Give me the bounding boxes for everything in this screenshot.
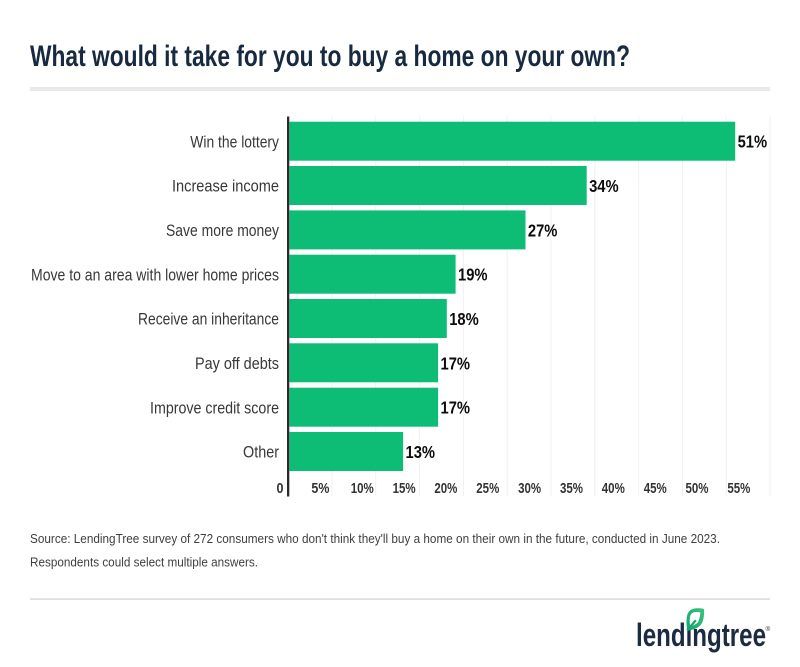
svg-text:13%: 13%: [406, 442, 436, 462]
svg-text:Respondents could select multi: Respondents could select multiple answer…: [30, 556, 258, 570]
svg-text:45%: 45%: [644, 481, 667, 497]
svg-text:Improve credit score: Improve credit score: [150, 398, 279, 417]
svg-text:34%: 34%: [589, 176, 619, 196]
svg-text:20%: 20%: [434, 481, 457, 497]
svg-text:®: ®: [766, 625, 771, 633]
svg-text:40%: 40%: [602, 481, 625, 497]
svg-text:18%: 18%: [449, 309, 479, 329]
svg-text:15%: 15%: [393, 481, 416, 497]
svg-text:51%: 51%: [738, 132, 768, 152]
svg-text:Win the lottery: Win the lottery: [190, 132, 279, 151]
svg-text:Source: LendingTree survey of: Source: LendingTree survey of 272 consum…: [30, 532, 720, 546]
svg-text:Save more money: Save more money: [166, 221, 279, 240]
svg-text:10%: 10%: [351, 481, 374, 497]
svg-text:Other: Other: [243, 443, 279, 462]
svg-text:55%: 55%: [727, 481, 750, 497]
svg-text:Pay off debts: Pay off debts: [195, 354, 279, 373]
svg-text:5%: 5%: [311, 481, 329, 497]
svg-text:30%: 30%: [518, 481, 541, 497]
svg-text:What would it take for you to: What would it take for you to buy a home…: [30, 40, 630, 73]
svg-text:27%: 27%: [528, 220, 558, 240]
svg-text:50%: 50%: [686, 481, 709, 497]
svg-text:17%: 17%: [441, 353, 471, 373]
svg-text:Move to an area with lower hom: Move to an area with lower home prices: [31, 265, 279, 284]
svg-text:35%: 35%: [560, 481, 583, 497]
svg-text:0: 0: [277, 481, 284, 497]
svg-text:25%: 25%: [476, 481, 499, 497]
svg-text:19%: 19%: [458, 265, 488, 285]
svg-text:Receive an inheritance: Receive an inheritance: [138, 310, 279, 329]
svg-text:Increase income: Increase income: [172, 177, 279, 196]
svg-text:17%: 17%: [441, 398, 471, 418]
